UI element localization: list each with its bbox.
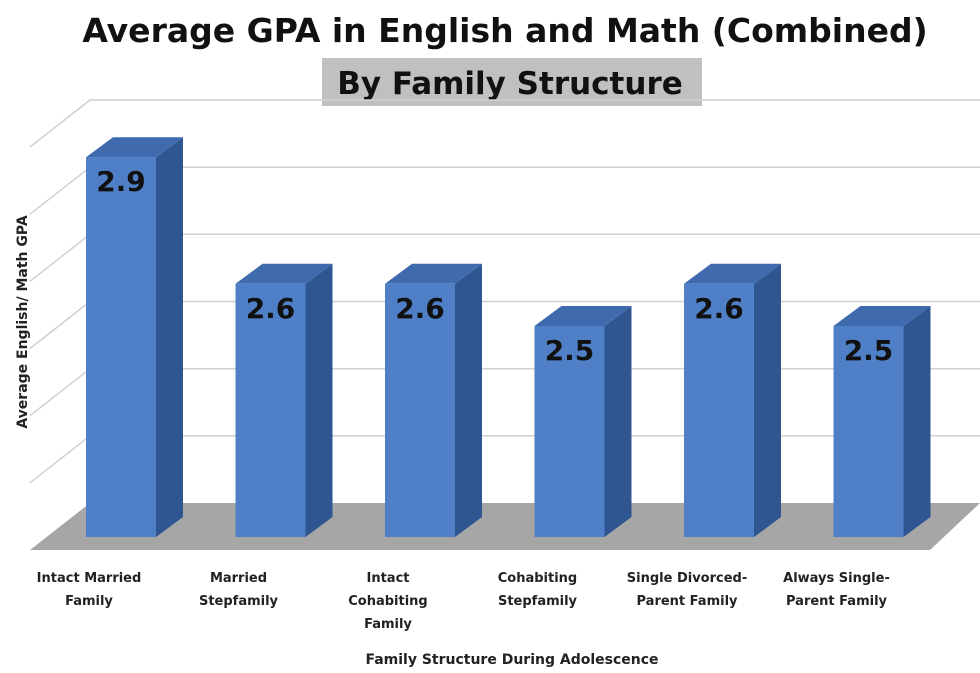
category-label: Intact Married Family [37,571,142,609]
category-label-line: Parent Family [786,594,888,609]
bar-top [235,263,333,284]
bar-2: 2.6 [235,263,333,537]
bar-front [684,283,754,537]
y-axis-title: Average English/ Math GPA [15,215,31,429]
bar-front [534,326,605,537]
gridline-side [29,166,91,215]
x-axis-title: Family Structure During Adolescence [365,652,658,668]
bar-value-label: 2.6 [694,292,744,325]
category-label: Married Stepfamily [199,571,279,609]
bar-5: 2.6 [684,263,781,537]
category-label-line: Stepfamily [199,594,279,609]
gridline-side [29,99,91,148]
bar-3: 2.6 [385,263,482,537]
chart-subtitle-background [322,58,702,106]
category-label-line: Single Divorced- [627,571,747,586]
bars: 2.9 2.6 2.6 2.5 2.6 2.5 [86,137,931,537]
bar-value-label: 2.5 [844,334,894,367]
chart-title: Average GPA in English and Math (Combine… [82,11,927,50]
gridline-side [29,435,91,484]
bar-side [604,306,632,537]
category-label-line: Intact [367,571,410,586]
bar-front [385,283,455,537]
category-label: Always Single- Parent Family [783,571,890,609]
bar-top [833,306,931,326]
bar-top [534,306,632,326]
category-label-line: Cohabiting [348,594,428,609]
category-label-line: Cohabiting [498,571,578,586]
bar-value-label: 2.6 [395,292,445,325]
bar-top [684,263,781,284]
bar-1: 2.9 [86,137,183,537]
bar-front [235,283,306,537]
category-label-line: Family [65,594,113,609]
category-label-line: Always Single- [783,571,890,586]
category-label-line: Intact Married [37,571,142,586]
bar-top [86,137,183,158]
category-labels: Intact Married Family Married Stepfamily Int… [37,571,890,632]
bar-4: 2.5 [534,306,632,537]
category-label: Cohabiting Stepfamily [498,571,578,609]
category-label-line: Family [364,617,412,632]
category-label: Single Divorced- Parent Family [627,571,747,609]
bar-value-label: 2.9 [96,165,146,198]
bar-6: 2.5 [833,306,931,537]
bar-top [385,263,482,284]
gridline-side [29,300,91,350]
bar-side [156,137,183,537]
bar-side [455,263,482,537]
bar-value-label: 2.6 [246,292,296,325]
gridline-side [29,368,91,417]
category-label-line: Married [210,571,267,586]
bar-front [86,157,156,537]
bar-side [754,263,781,537]
bar-value-label: 2.5 [545,334,595,367]
bar-side [305,263,333,537]
gridline-side [29,233,91,282]
bar-front [833,326,904,537]
category-label: Intact Cohabiting Family [348,571,428,632]
category-label-line: Stepfamily [498,594,578,609]
bar-side [903,306,931,537]
category-label-line: Parent Family [637,594,739,609]
chart-subtitle: By Family Structure [337,66,683,102]
